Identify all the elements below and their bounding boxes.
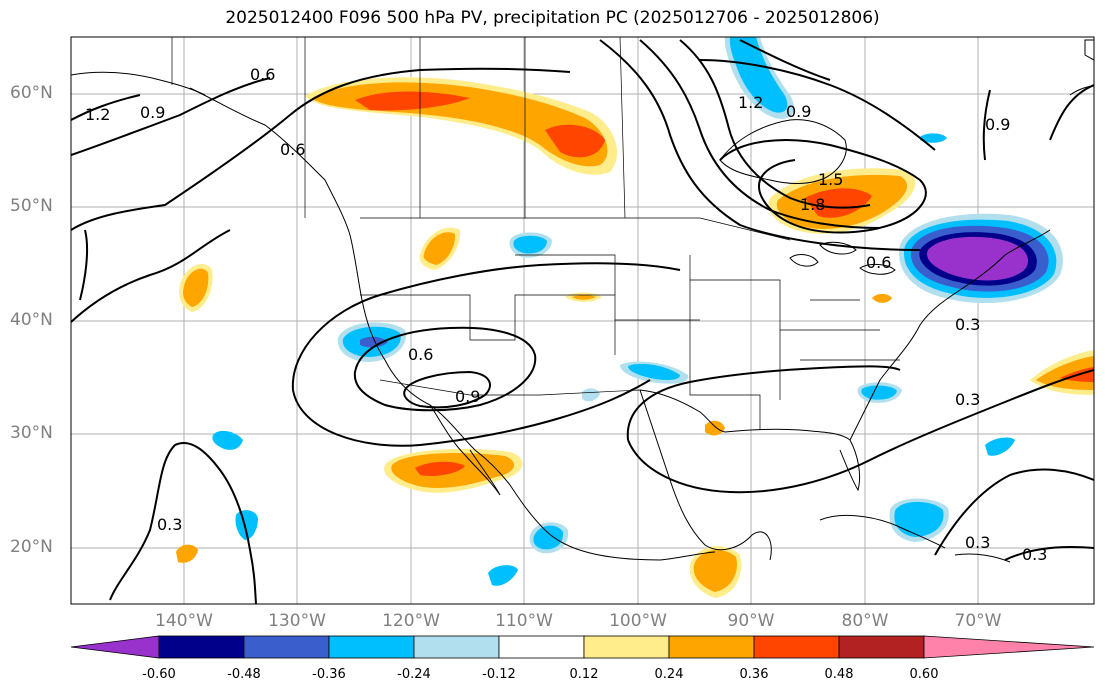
lon-label: 130°W — [268, 611, 326, 631]
precip-shading — [176, 37, 1094, 598]
colorbar-tick-label: 0.36 — [739, 667, 769, 682]
colorbar-segment — [668, 635, 755, 659]
map-frame — [70, 36, 1095, 605]
contour-label: 1.2 — [738, 93, 763, 112]
lon-label: 90°W — [727, 611, 775, 631]
contour-label: 1.8 — [800, 195, 825, 214]
lat-label: 60°N — [10, 83, 53, 103]
lat-label: 40°N — [10, 310, 53, 330]
contour-label: 0.3 — [965, 533, 990, 552]
lon-label: 70°W — [954, 611, 1002, 631]
lon-label: 110°W — [495, 611, 553, 631]
contour-label: 0.6 — [280, 140, 305, 159]
colorbar-tick-label: -0.48 — [227, 667, 261, 682]
contour-label: 0.3 — [1022, 545, 1047, 564]
colorbar-tick-label: -0.60 — [142, 667, 176, 682]
colorbar-segment — [753, 635, 840, 659]
colorbar-tick-label: 0.60 — [909, 667, 939, 682]
lon-label: 80°W — [841, 611, 889, 631]
map-title: 2025012400 F096 500 hPa PV, precipitatio… — [225, 8, 880, 28]
contour-label: 0.3 — [955, 390, 980, 409]
colorbar-segment — [243, 635, 330, 659]
pv-contours — [71, 39, 1094, 604]
contour-label: 0.9 — [140, 103, 165, 122]
contour-label: 0.6 — [250, 65, 275, 84]
colorbar-segment — [70, 635, 160, 659]
colorbar-segment — [158, 635, 245, 659]
colorbar-segment — [328, 635, 415, 659]
contour-label: 0.3 — [955, 315, 980, 334]
lat-label: 20°N — [10, 537, 53, 557]
coastlines — [71, 39, 1094, 563]
colorbar-tick-label: 0.24 — [654, 667, 684, 682]
contour-label: 0.6 — [408, 345, 433, 364]
colorbar-tick-label: 0.48 — [824, 667, 854, 682]
colorbar-tick-label: -0.36 — [312, 667, 346, 682]
lon-label: 120°W — [382, 611, 440, 631]
contour-label: 0.6 — [866, 253, 891, 272]
colorbar-segment — [413, 635, 500, 659]
colorbar-segment — [583, 635, 670, 659]
colorbar-segment — [498, 635, 585, 659]
colorbar-segment — [838, 635, 925, 659]
lon-label: 140°W — [155, 611, 213, 631]
colorbar-tick-label: 0.12 — [569, 667, 599, 682]
contour-label: 0.9 — [985, 115, 1010, 134]
contour-label: 1.2 — [85, 105, 110, 124]
lat-label: 50°N — [10, 196, 53, 216]
lat-label: 30°N — [10, 423, 53, 443]
contour-label: 0.9 — [455, 387, 480, 406]
contour-label: 0.9 — [786, 102, 811, 121]
contour-label: 0.3 — [157, 515, 182, 534]
lon-label: 100°W — [609, 611, 667, 631]
colorbar-tick-label: -0.12 — [482, 667, 516, 682]
borders — [171, 37, 900, 430]
colorbar-tick-label: -0.24 — [397, 667, 431, 682]
contour-label: 1.5 — [818, 170, 843, 189]
colorbar — [70, 635, 1095, 659]
colorbar-segment — [923, 635, 1095, 659]
contour-label-layer: 0.6 1.2 0.9 0.6 1.2 0.9 0.9 1.5 1.8 0.6 … — [85, 65, 1047, 564]
